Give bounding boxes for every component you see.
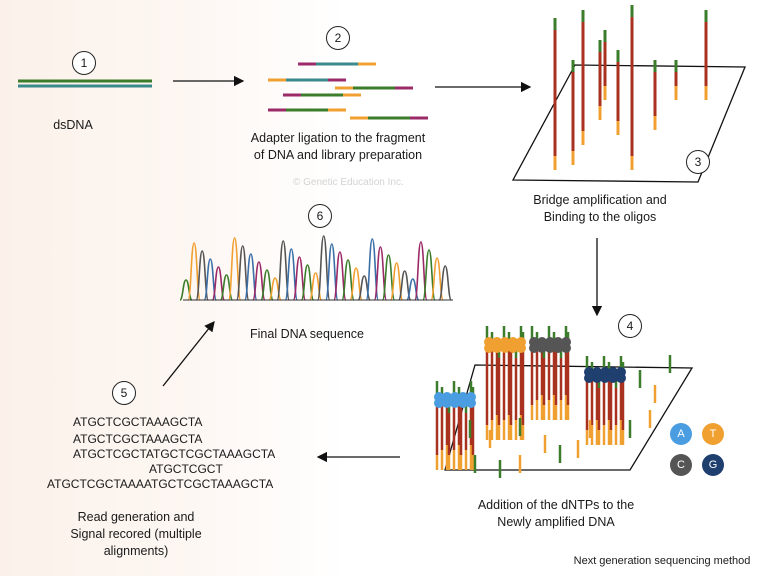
step-4-caption-line-1: Addition of the dNTPs to the — [477, 498, 635, 512]
nucleotide-dot — [616, 373, 626, 383]
chromatogram-peak — [438, 265, 452, 301]
legend-a-nucleotide: A — [670, 423, 692, 445]
step-2-caption-line-2: of DNA and library preparation — [253, 148, 423, 162]
nucleotide-dot — [516, 343, 526, 353]
nucleotide-dot — [484, 343, 494, 353]
dsdna-strands — [18, 79, 152, 88]
nucleotide-dot — [458, 398, 468, 408]
nucleotide-dot — [466, 398, 476, 408]
adapter-fragments — [268, 62, 428, 120]
nucleotide-dot — [545, 343, 555, 353]
amplified-clusters — [434, 326, 672, 478]
nucleotide-dot — [600, 373, 610, 383]
step-2-caption-line-1: Adapter ligation to the fragment — [250, 131, 426, 145]
flow-cell-plane-3 — [511, 64, 746, 183]
read-2: ATGCTCGCTAAAGCTA — [73, 432, 203, 446]
read-5: ATGCTCGCTAAAATGCTCGCTAAAGCTA — [47, 477, 274, 491]
step-5-badge: 5 — [112, 381, 136, 405]
step-3-caption-line-1: Bridge amplification and — [533, 193, 667, 207]
nucleotide-dot — [500, 343, 510, 353]
nucleotide-dot — [434, 398, 444, 408]
bridge-clusters — [553, 5, 708, 170]
step-1-badge: 1 — [72, 51, 96, 75]
read-3: ATGCTCGCTATGCTCGCTAAAGCTA — [73, 447, 276, 461]
step-4-caption-line-2: Newly amplified DNA — [497, 515, 615, 529]
nucleotide-dot — [492, 343, 502, 353]
watermark: © Genetic Education Inc. — [293, 177, 404, 188]
step-4-badge: 4 — [618, 314, 642, 338]
step-1-caption: dsDNA — [53, 118, 93, 132]
legend-g-nucleotide: G — [702, 454, 724, 476]
nucleotide-dot — [553, 343, 563, 353]
figure-footer: Next generation sequencing method — [573, 555, 751, 567]
nucleotide-dot — [529, 343, 539, 353]
step-6-badge: 6 — [308, 204, 332, 228]
nucleotide-dot — [537, 343, 547, 353]
step-2-badge: 2 — [326, 26, 350, 50]
nucleotide-dot — [584, 373, 594, 383]
nucleotide-dot — [561, 343, 571, 353]
nucleotide-dot — [592, 373, 602, 383]
step-3-badge: 3 — [686, 150, 710, 174]
nucleotide-dot — [508, 343, 518, 353]
chromatogram — [179, 235, 453, 301]
nucleotide-dot — [450, 398, 460, 408]
step-5-caption-line-2: Signal recored (multiple — [70, 527, 202, 541]
step-5-caption-line-3: alignments) — [103, 544, 169, 558]
step-3-caption-line-2: Binding to the oligos — [543, 210, 657, 224]
read-4: ATGCTCGCT — [149, 462, 223, 476]
nucleotide-dot — [442, 398, 452, 408]
read-1: ATGCTCGCTAAAGCTA — [73, 415, 203, 429]
nucleotide-dot — [608, 373, 618, 383]
step-6-caption: Final DNA sequence — [250, 327, 364, 341]
arrow-5-to-6 — [162, 320, 215, 387]
legend-c-nucleotide: C — [670, 454, 692, 476]
step-5-caption-line-1: Read generation and — [77, 510, 195, 524]
legend-t-nucleotide: T — [702, 423, 724, 445]
